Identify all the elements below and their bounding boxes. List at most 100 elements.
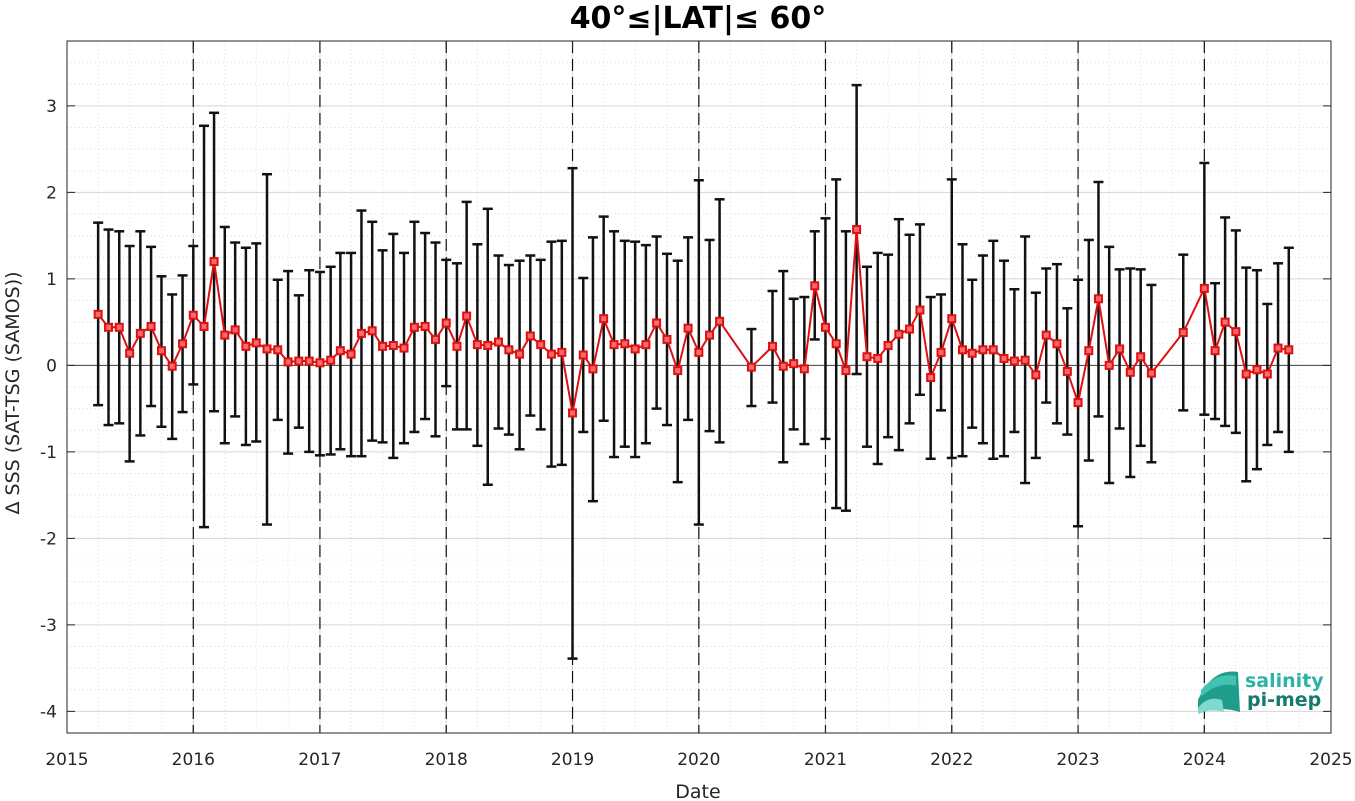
mean-marker [778, 361, 788, 371]
logo-line1: salinity [1245, 670, 1324, 692]
mean-marker [683, 323, 693, 333]
mean-marker [420, 321, 430, 331]
mean-marker [294, 356, 304, 366]
mean-marker [999, 353, 1009, 363]
mean-marker [525, 331, 535, 341]
mean-marker [1125, 367, 1135, 377]
mean-marker [356, 328, 366, 338]
x-tick-label-2025: 2025 [1309, 750, 1352, 770]
mean-marker [1146, 368, 1156, 378]
mean-marker [588, 364, 598, 374]
mean-marker [1273, 343, 1283, 353]
y-axis-label: Δ SSS (SAT-TSG (SAMOS)) [2, 271, 24, 514]
mean-marker [104, 322, 114, 332]
mean-marker [1073, 398, 1083, 408]
mean-marker [1178, 328, 1188, 338]
x-axis-label: Date [675, 781, 720, 801]
mean-marker [789, 359, 799, 369]
mean-marker [220, 330, 230, 340]
mean-marker [93, 309, 103, 319]
x-tick-label-2023: 2023 [1056, 750, 1099, 770]
mean-marker [799, 364, 809, 374]
mean-marker [209, 257, 219, 267]
mean-marker [283, 357, 293, 367]
mean-markers [93, 225, 1294, 418]
mean-marker [1136, 352, 1146, 362]
chart-title: 40°≤|LAT|≤ 60° [570, 1, 827, 36]
mean-marker [409, 322, 419, 332]
mean-marker [978, 345, 988, 355]
y-tick-label: 0 [46, 356, 57, 376]
mean-marker [167, 361, 177, 371]
mean-marker [1115, 344, 1125, 354]
x-tick-labels: 2015 2016 2017 2018 2019 2020 2021 2022 2023 2024… [45, 750, 1352, 770]
mean-marker [1009, 356, 1019, 366]
mean-marker [936, 347, 946, 357]
mean-marker [652, 318, 662, 328]
mean-marker [188, 310, 198, 320]
mean-marker [462, 311, 472, 321]
mean-marker [883, 340, 893, 350]
axis-ticks [66, 41, 1332, 733]
mean-marker [557, 347, 567, 357]
logo-line2: pi-mep [1247, 689, 1321, 711]
mean-marker [641, 340, 651, 350]
mean-marker [326, 355, 336, 365]
x-tick-label-2021: 2021 [804, 750, 847, 770]
mean-marker [1199, 283, 1209, 293]
mean-marker [1093, 294, 1103, 304]
mean-marker [199, 321, 209, 331]
mean-marker [367, 326, 377, 336]
x-tick-label-2015: 2015 [45, 750, 88, 770]
mean-marker [146, 321, 156, 331]
mean-marker [1031, 370, 1041, 380]
mean-marker [926, 372, 936, 382]
mean-marker [315, 358, 325, 368]
mean-marker [1084, 346, 1094, 356]
mean-marker [831, 339, 841, 349]
mean-marker [810, 281, 820, 291]
mean-marker [599, 314, 609, 324]
mean-marker [178, 339, 188, 349]
mean-marker [114, 322, 124, 332]
mean-marker [746, 362, 756, 372]
y-tick-labels: -4 -3 -2 -1 0 1 2 3 [40, 97, 57, 723]
mean-marker [135, 328, 145, 338]
x-tick-label-2018: 2018 [425, 750, 468, 770]
mean-marker [873, 353, 883, 363]
mean-marker [894, 329, 904, 339]
mean-marker [568, 408, 578, 418]
mean-marker [493, 337, 503, 347]
mean-marker [273, 345, 283, 355]
y-tick-label: -2 [40, 529, 57, 549]
y-tick-label: -3 [40, 616, 57, 636]
x-tick-label-2017: 2017 [298, 750, 341, 770]
mean-marker [1284, 345, 1294, 355]
y-tick-label: 1 [46, 270, 57, 290]
x-tick-label-2019: 2019 [551, 750, 594, 770]
x-tick-label-2016: 2016 [172, 750, 215, 770]
mean-marker [1020, 355, 1030, 365]
mean-marker [852, 225, 862, 235]
x-tick-label-2024: 2024 [1183, 750, 1226, 770]
mean-marker [694, 347, 704, 357]
mean-marker [1262, 369, 1272, 379]
mean-marker [947, 314, 957, 324]
mean-marker [841, 366, 851, 376]
y-tick-label: 3 [46, 97, 57, 117]
mean-marker [578, 350, 588, 360]
mean-marker [630, 344, 640, 354]
mean-marker [705, 330, 715, 340]
mean-marker [1241, 369, 1251, 379]
mean-marker [504, 345, 514, 355]
mean-marker [346, 349, 356, 359]
mean-marker [988, 345, 998, 355]
mean-marker [441, 318, 451, 328]
mean-marker [378, 341, 388, 351]
mean-marker [1052, 339, 1062, 349]
x-tick-label-2020: 2020 [677, 750, 720, 770]
mean-marker [662, 334, 672, 344]
mean-marker [915, 305, 925, 315]
mean-marker [156, 346, 166, 356]
